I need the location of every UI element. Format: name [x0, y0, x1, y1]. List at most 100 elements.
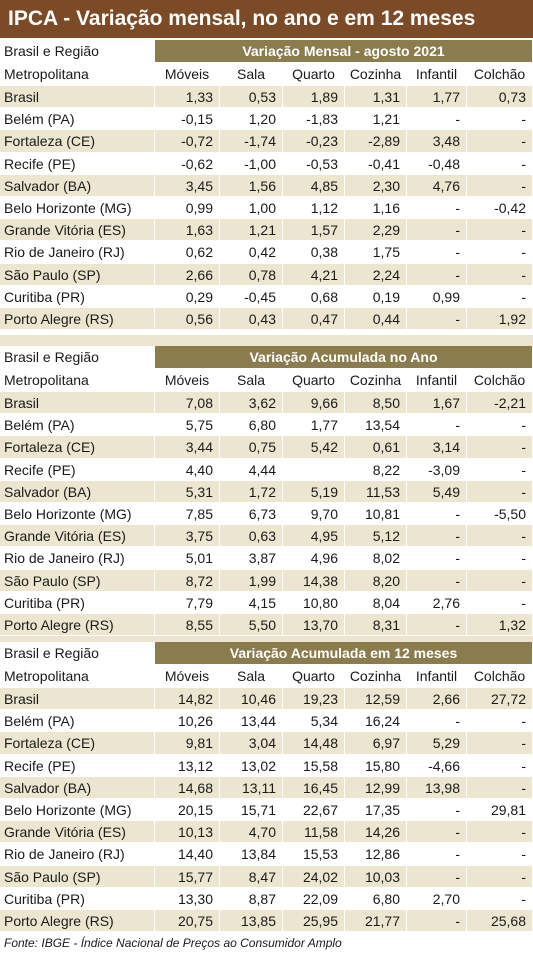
table-cell: -0,53: [283, 152, 345, 175]
table-cell: -: [467, 436, 533, 459]
table-cell: 8,47: [220, 865, 283, 888]
table-cell: -: [467, 174, 533, 197]
table-cell: -: [467, 732, 533, 755]
table-cell: -: [407, 799, 467, 822]
table-cell: 8,20: [345, 569, 407, 592]
column-header: Cozinha: [345, 665, 407, 688]
table-cell: 1,31: [345, 86, 407, 109]
table-cell: 12,86: [345, 843, 407, 866]
region-label: Porto Alegre (RS): [0, 614, 155, 637]
row-header: Brasil e Região: [0, 346, 155, 369]
table-cell: -: [467, 776, 533, 799]
table-cell: 13,12: [155, 754, 220, 777]
table-cell: 1,12: [283, 197, 345, 220]
table-cell: 0,75: [220, 436, 283, 459]
column-header: Quarto: [283, 369, 345, 392]
region-label: Grande Vitória (ES): [0, 821, 155, 844]
table-cell: 0,44: [345, 308, 407, 331]
table-cell: 16,45: [283, 776, 345, 799]
table-cell: 17,35: [345, 799, 407, 822]
region-label: Belém (PA): [0, 414, 155, 437]
table-cell: 14,38: [283, 569, 345, 592]
region-label: Salvador (BA): [0, 480, 155, 503]
table-cell: -1,00: [220, 152, 283, 175]
row-header: Brasil e Região: [0, 40, 155, 63]
table-cell: 0,43: [220, 308, 283, 331]
table-cell: 6,80: [345, 887, 407, 910]
table-cell: 5,75: [155, 414, 220, 437]
region-label: Brasil: [0, 86, 155, 109]
region-label: São Paulo (SP): [0, 263, 155, 286]
table-cell: 19,23: [283, 688, 345, 711]
table-cell: -: [407, 197, 467, 220]
table-cell: -: [467, 263, 533, 286]
table-cell: 3,45: [155, 174, 220, 197]
table-cell: 3,04: [220, 732, 283, 755]
column-header: Infantil: [407, 63, 467, 86]
table-cell: -: [467, 865, 533, 888]
table-cell: 5,31: [155, 480, 220, 503]
table-cell: 15,80: [345, 754, 407, 777]
table-cell: 13,54: [345, 414, 407, 437]
table-cell: -2,21: [467, 392, 533, 415]
row-header: Metropolitana: [0, 63, 155, 86]
region-label: Salvador (BA): [0, 776, 155, 799]
table-cell: 5,29: [407, 732, 467, 755]
table-cell: 8,87: [220, 887, 283, 910]
column-header: Sala: [220, 665, 283, 688]
table-cell: -: [407, 614, 467, 637]
region-label: Curitiba (PR): [0, 285, 155, 308]
table-cell: 5,50: [220, 614, 283, 637]
table-cell: 4,95: [283, 525, 345, 548]
table-cell: 1,32: [467, 614, 533, 637]
table-cell: -: [407, 821, 467, 844]
table-cell: 13,70: [283, 614, 345, 637]
region-label: Curitiba (PR): [0, 887, 155, 910]
region-label: Brasil: [0, 688, 155, 711]
table-cell: 14,26: [345, 821, 407, 844]
table-cell: 5,01: [155, 547, 220, 570]
table-cell: 4,85: [283, 174, 345, 197]
table-cell: 13,84: [220, 843, 283, 866]
table-cell: 9,66: [283, 392, 345, 415]
table-cell: 4,96: [283, 547, 345, 570]
table-cell: 22,67: [283, 799, 345, 822]
table-cell: 0,62: [155, 241, 220, 264]
table-cell: -3,09: [407, 458, 467, 481]
row-header: Brasil e Região: [0, 642, 155, 665]
table-cell: 3,87: [220, 547, 283, 570]
table-cell: -: [467, 285, 533, 308]
table-cell: 5,19: [283, 480, 345, 503]
table-cell: 9,81: [155, 732, 220, 755]
table-cell: 1,75: [345, 241, 407, 264]
table-cell: 2,66: [155, 263, 220, 286]
region-label: Curitiba (PR): [0, 591, 155, 614]
column-header: Cozinha: [345, 369, 407, 392]
table-cell: 14,40: [155, 843, 220, 866]
region-label: Brasil: [0, 392, 155, 415]
table-cell: 0,53: [220, 86, 283, 109]
region-label: Belo Horizonte (MG): [0, 197, 155, 220]
table-cell: 0,99: [155, 197, 220, 220]
table-cell: 2,66: [407, 688, 467, 711]
table-cell: -: [407, 910, 467, 933]
region-label: Fortaleza (CE): [0, 732, 155, 755]
table-cell: 24,02: [283, 865, 345, 888]
table-cell: 4,76: [407, 174, 467, 197]
table-cell: 1,77: [407, 86, 467, 109]
table-cell: 8,04: [345, 591, 407, 614]
table-cell: 14,68: [155, 776, 220, 799]
table-cell: 0,78: [220, 263, 283, 286]
table-cell: -2,89: [345, 130, 407, 153]
table-cell: -: [407, 547, 467, 570]
table-cell: 7,85: [155, 503, 220, 526]
table-cell: -: [467, 152, 533, 175]
source-note: Fonte: IBGE - Índice Nacional de Preços …: [4, 936, 342, 950]
table-cell: 4,70: [220, 821, 283, 844]
table-cell: 1,89: [283, 86, 345, 109]
table-cell: -0,41: [345, 152, 407, 175]
table-cell: 2,30: [345, 174, 407, 197]
region-label: Rio de Janeiro (RJ): [0, 843, 155, 866]
table-cell: 14,82: [155, 688, 220, 711]
table-cell: -: [467, 569, 533, 592]
